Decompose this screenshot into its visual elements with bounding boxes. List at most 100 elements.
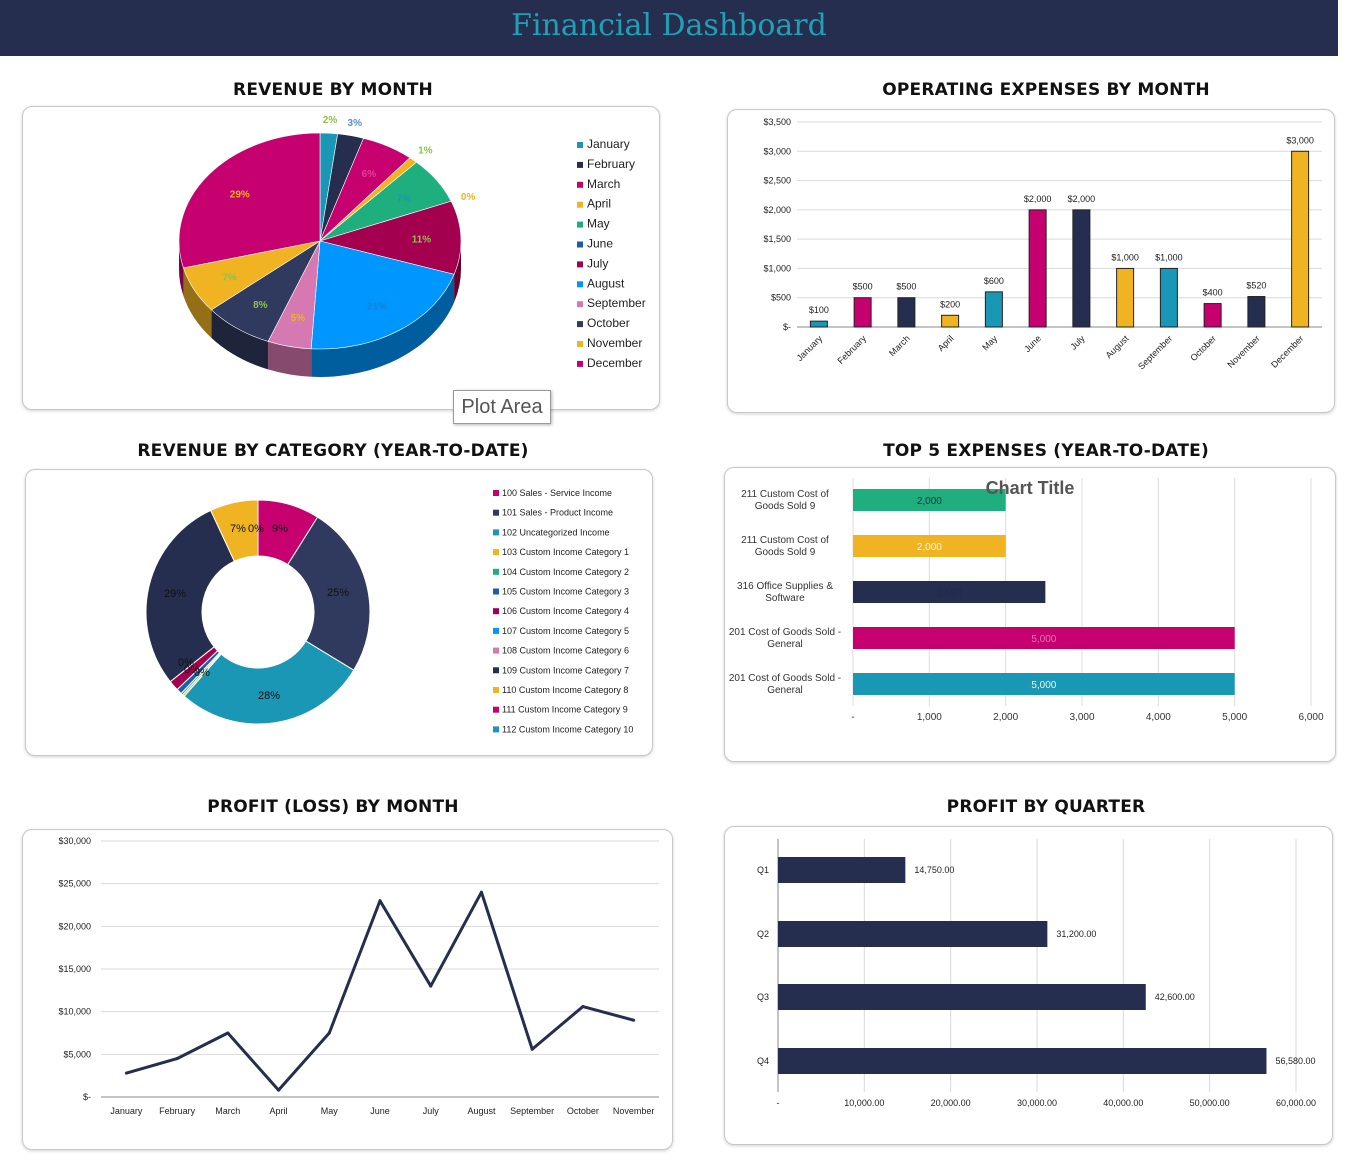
legend-label-april: April: [587, 197, 611, 211]
profit-loss-by-month-chart[interactable]: $- $5,000 $10,000 $15,000 $20,000 $25,000 $30,…: [22, 829, 673, 1150]
bar-data-label: $200: [940, 299, 960, 309]
dashboard-title: Financial Dashboard: [511, 8, 827, 43]
profit-line: [125, 890, 635, 1092]
y-category-label: Goods Sold 9: [755, 501, 816, 512]
x-tick-label: 6,000: [1298, 712, 1323, 723]
x-tick-label: February: [159, 1106, 196, 1116]
doughnut-data-label: 28%: [258, 690, 280, 702]
line-point-march: [226, 1031, 230, 1035]
legend-label: 108 Custom Income Category 6: [502, 646, 629, 656]
pie-data-label: 11%: [412, 235, 432, 246]
x-tick-label: May: [980, 333, 999, 352]
x-tick-label: August: [1104, 333, 1131, 360]
y-category-label: 201 Cost of Goods Sold -: [729, 627, 841, 638]
x-tick-label: July: [1068, 333, 1087, 352]
x-tick-label: December: [1269, 333, 1305, 369]
legend-label-december: December: [587, 356, 642, 370]
bar-data-label: $2,000: [1024, 194, 1052, 204]
x-tick-label: November: [613, 1106, 655, 1116]
operating-expenses-chart[interactable]: $- $500 $1,000 $1,500 $2,000 $2,500 $3,000 $3,5…: [727, 109, 1335, 413]
x-tick-label: 50,000.00: [1190, 1098, 1230, 1108]
bar: [853, 673, 1235, 695]
doughnut-data-label: 0%: [248, 523, 264, 535]
x-tick-label: -: [777, 1098, 780, 1108]
top-5-expenses-svg: - 1,000 2,000 3,000 4,000 5,000 6,000 2,000 211 …: [729, 478, 1324, 723]
pie-data-label: 7%: [222, 272, 237, 283]
y-tick-label: $500: [771, 293, 791, 303]
doughnut-slice: [287, 516, 371, 671]
revenue-by-category-svg: 9%25%28%0%0%0%29%7% 0%100 Sales - Service…: [145, 488, 633, 734]
revenue-by-category-chart[interactable]: 9% 25% 28% 0% 0% 0% 29% 7% 0% 100 Sales - Service…: [25, 469, 653, 756]
legend-label-july: July: [587, 256, 608, 270]
profit-by-quarter-chart[interactable]: - 10,000.00 20,000.00 30,000.00 40,000.00 50,…: [724, 826, 1333, 1145]
legend-label: 107 Custom Income Category 5: [502, 626, 629, 636]
bar-data-label: 2,000: [917, 496, 942, 507]
legend-swatch: [493, 529, 499, 536]
plot-area-tooltip: Plot Area: [453, 390, 551, 424]
x-tick-label: November: [1225, 333, 1261, 369]
bar-data-label: 14,750.00: [914, 865, 954, 875]
bar-data-label: $1,000: [1111, 252, 1139, 262]
y-category-label: Q2: [757, 929, 769, 939]
bar-data-label: 56,580.00: [1275, 1056, 1315, 1066]
bar-q4: [778, 1048, 1267, 1074]
pie-slice-december: [178, 132, 321, 269]
bar-data-label: 42,600.00: [1155, 992, 1195, 1002]
bar-june: [1028, 209, 1047, 328]
bar-data-label: 2,000: [917, 542, 942, 553]
legend-label: 110 Custom Income Category 8: [502, 685, 628, 695]
legend-label: 111 Custom Income Category 9: [502, 705, 628, 715]
legend-swatch-april: [577, 201, 583, 208]
x-tick-label: June: [1022, 333, 1043, 354]
pie-data-label: 2%: [323, 115, 338, 126]
legend-label: 103 Custom Income Category 1: [502, 547, 629, 557]
bar-data-label: 5,000: [1031, 634, 1056, 645]
x-tick-label: June: [370, 1106, 390, 1116]
top-5-expenses-chart[interactable]: - 1,000 2,000 3,000 4,000 5,000 6,000 2,000 211 …: [724, 467, 1336, 762]
y-category-label: 211 Custom Cost of: [741, 535, 829, 546]
pie-slice-july: [318, 200, 462, 275]
y-category-label: Software: [765, 593, 805, 604]
pie-slice-august: [310, 240, 455, 350]
pie-side-july: [454, 241, 461, 303]
x-tick-label: August: [467, 1106, 496, 1116]
legend-swatch: [493, 588, 499, 595]
line-point-april: [277, 1088, 281, 1092]
x-tick-label: January: [110, 1106, 143, 1116]
y-tick-label: $-: [783, 322, 791, 332]
bar-data-label: $600: [984, 276, 1004, 286]
doughnut-data-label: 29%: [164, 588, 186, 600]
bar-data-label: $500: [896, 282, 916, 292]
x-tick-label: July: [423, 1106, 440, 1116]
legend-swatch-march: [577, 181, 583, 188]
line-point-july: [429, 984, 433, 988]
legend-swatch-september: [577, 301, 583, 308]
pie-side-october: [211, 309, 269, 370]
legend-swatch-january: [577, 142, 583, 148]
revenue-by-month-chart[interactable]: 2% 3% 6% 1% 7% 0% 11% 21% 5% 8% 7% 29% January Februa…: [22, 106, 660, 410]
x-tick-label: 10,000.00: [844, 1098, 884, 1108]
x-tick-label: September: [510, 1106, 554, 1116]
legend-swatch: [493, 706, 499, 713]
y-category-label: General: [767, 639, 803, 650]
bar-december: [1291, 150, 1310, 328]
bar-november: [1247, 296, 1266, 328]
bar-data-label: $520: [1246, 281, 1266, 291]
bar-q1: [778, 857, 906, 883]
bar: [853, 489, 1006, 511]
legend-label: 101 Sales - Product Income: [502, 508, 613, 518]
legend-swatch: [493, 667, 499, 674]
y-tick-label: $1,500: [763, 234, 791, 244]
legend-label: 100 Sales - Service Income: [502, 488, 612, 498]
legend-label-september: September: [587, 296, 646, 310]
y-category-label: Q1: [757, 865, 769, 875]
profit-loss-by-month-svg: $- $5,000 $10,000 $15,000 $20,000 $25,000 $30,…: [58, 836, 659, 1116]
profit-loss-by-month-title: PROFIT (LOSS) BY MONTH: [207, 797, 459, 817]
x-tick-label: 5,000: [1222, 712, 1247, 723]
legend-label-october: October: [587, 316, 630, 330]
y-tick-label: $-: [83, 1092, 91, 1102]
x-tick-label: 3,000: [1069, 712, 1094, 723]
doughnut-data-label: 0%: [178, 657, 194, 669]
operating-expenses-title: OPERATING EXPENSES BY MONTH: [882, 80, 1210, 100]
x-tick-label: 2,000: [993, 712, 1018, 723]
